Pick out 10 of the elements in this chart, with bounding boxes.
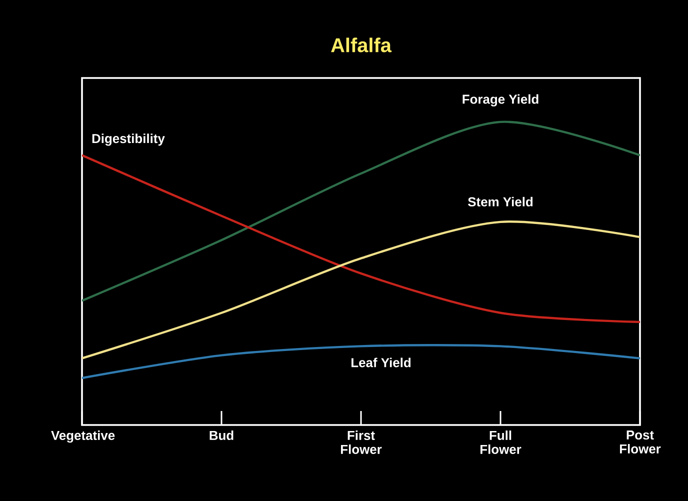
series-label: Stem Yield	[468, 196, 533, 206]
x-tick-label: Post Flower	[620, 430, 661, 454]
x-tick-label: Full Flower	[480, 430, 522, 454]
chart-title: Alfalfa	[331, 38, 392, 52]
x-tick-label: Vegetative	[51, 430, 115, 443]
x-tick-label: Bud	[210, 430, 234, 440]
x-tick-label: First Flower	[340, 430, 382, 454]
series-label: Digestibility	[92, 134, 165, 146]
series-label: Forage Yield	[462, 94, 538, 106]
series-label: Leaf Yield	[352, 358, 411, 368]
